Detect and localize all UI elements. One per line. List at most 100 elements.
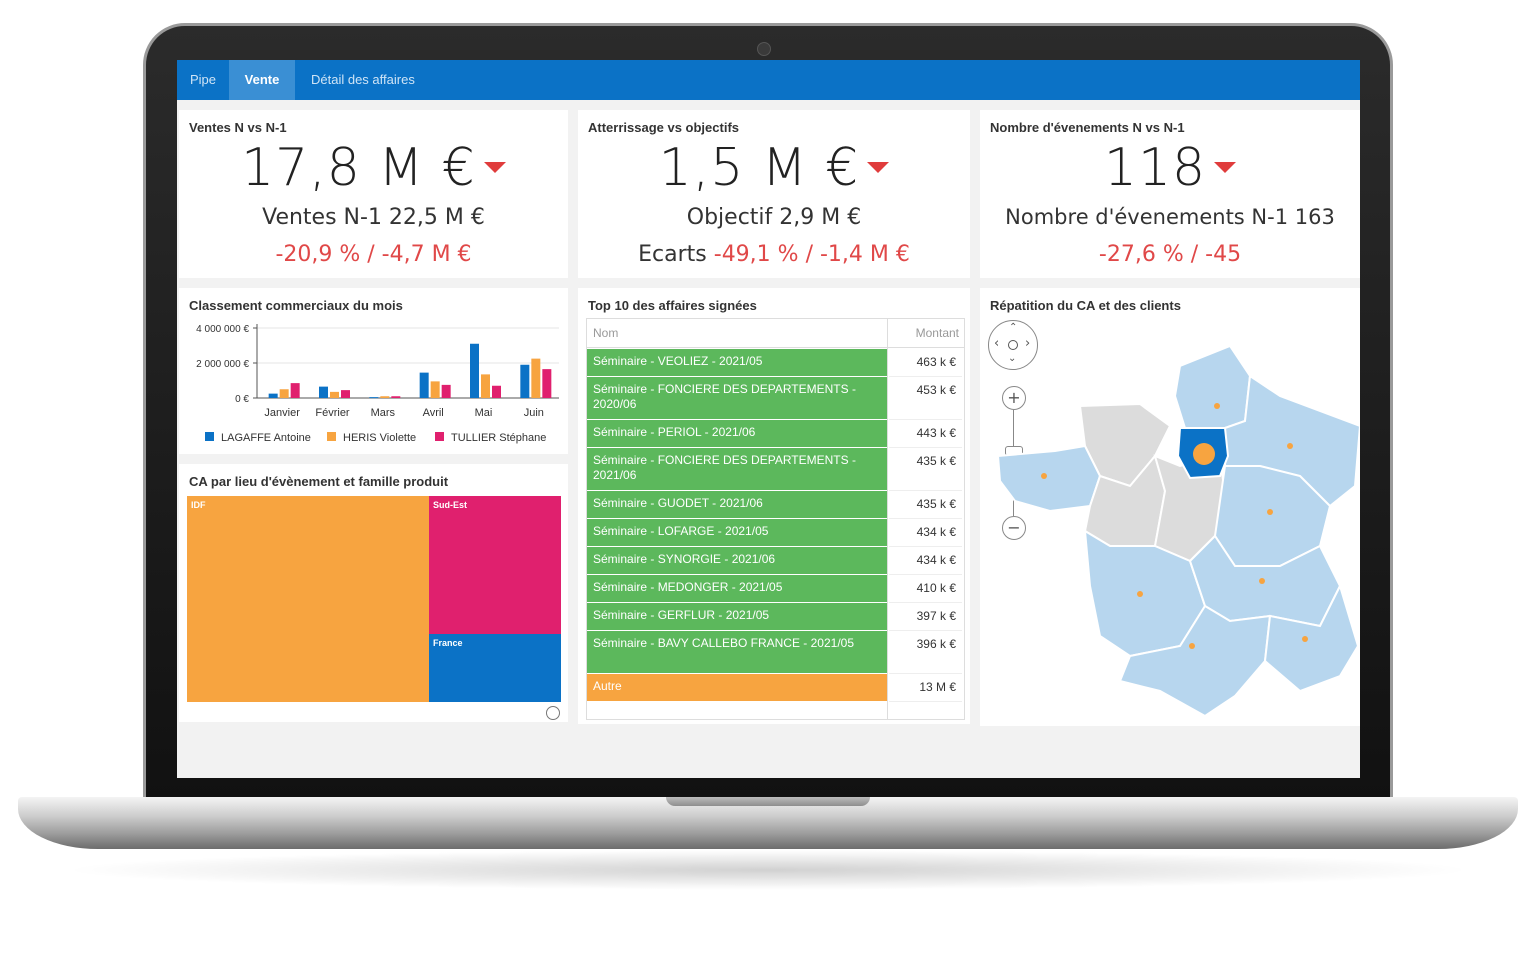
map-bubble[interactable]: [1137, 591, 1143, 597]
col-header-nom[interactable]: Nom: [593, 326, 619, 340]
kpi-ventes-title: Ventes N vs N-1: [189, 120, 287, 135]
column-divider: [887, 319, 888, 719]
x-tick-label: Février: [315, 407, 350, 419]
tab-vente[interactable]: Vente: [229, 60, 295, 100]
tab-pipe[interactable]: Pipe: [189, 72, 217, 87]
zoom-out-button[interactable]: −: [1002, 516, 1026, 540]
map-bubble[interactable]: [1267, 509, 1273, 515]
pan-up-icon[interactable]: ⌃: [1009, 322, 1018, 333]
row-separator: [889, 490, 962, 491]
kpi-atterrissage-sub: Objectif 2,9 M €: [686, 205, 862, 230]
caret-down-icon: [867, 161, 890, 173]
zoom-search-icon[interactable]: [546, 706, 560, 720]
pan-center-icon[interactable]: [1008, 340, 1018, 350]
row-name: Séminaire - SYNORGIE - 2021/06: [587, 547, 887, 574]
legend-swatch: [435, 432, 444, 441]
table-row[interactable]: Séminaire - LOFARGE - 2021/05 434 k €: [587, 519, 964, 547]
row-separator: [889, 376, 962, 377]
table-row[interactable]: Séminaire - BAVY CALLEBO FRANCE - 2021/0…: [587, 631, 964, 674]
bar: [341, 390, 350, 398]
map-bubble[interactable]: [1302, 636, 1308, 642]
kpi-atterrissage-panel: Atterrissage vs objectifs 1,5 M € Object…: [578, 110, 970, 278]
row-name: Séminaire - GUODET - 2021/06: [587, 491, 887, 518]
france-map[interactable]: [980, 316, 1360, 726]
kpi-ventes-value-row: 17,8 M €: [179, 138, 568, 198]
treemap-cell-sud-est[interactable]: Sud-Est: [429, 496, 561, 634]
bar: [520, 364, 530, 398]
bar: [391, 396, 401, 398]
dashboard-screen: Pipe Vente Détail des affaires Ventes N …: [177, 60, 1360, 778]
treemap-cell-idf[interactable]: IDF: [187, 496, 429, 702]
col-header-montant[interactable]: Montant: [915, 326, 959, 340]
map-region-paca[interactable]: [1263, 583, 1360, 693]
table-row[interactable]: Séminaire - FONCIERE DES DEPARTEMENTS - …: [587, 377, 964, 420]
x-tick-label: Juin: [524, 407, 544, 419]
bar: [492, 385, 501, 398]
row-amount: 13 M €: [919, 680, 956, 694]
laptop-shadow: [60, 850, 1476, 890]
pan-control[interactable]: ⌃ ‹ › ⌄: [988, 320, 1038, 370]
row-name: Autre: [587, 674, 887, 701]
table-row[interactable]: Séminaire - MEDONGER - 2021/05 410 k €: [587, 575, 964, 603]
row-amount: 434 k €: [916, 525, 956, 539]
treemap-title: CA par lieu d'évènement et famille produ…: [189, 474, 449, 489]
bar: [369, 397, 379, 399]
map-title: Répatition du CA et des clients: [990, 298, 1181, 313]
header-divider: [587, 347, 964, 348]
tab-detail-affaires[interactable]: Détail des affaires: [311, 72, 415, 87]
kpi-ventes-delta: -20,9 % / -4,7 M €: [275, 242, 472, 267]
pan-left-icon[interactable]: ‹: [994, 336, 1000, 351]
map-region-hauts-de-france[interactable]: [1173, 344, 1252, 429]
kpi-atterrissage-delta-row: Ecarts -49,1 % / -1,4 M €: [578, 242, 970, 267]
treemap-label-sud-est: Sud-Est: [433, 500, 468, 510]
bar: [470, 343, 479, 398]
row-separator: [889, 701, 962, 702]
bar: [319, 386, 328, 398]
top10-table: Nom Montant Séminaire - VEOLIEZ - 2021/0…: [586, 318, 965, 720]
row-separator: [889, 518, 962, 519]
row-separator: [889, 673, 962, 674]
zoom-in-button[interactable]: +: [1002, 386, 1026, 410]
bar: [330, 391, 339, 398]
kpi-ventes-value: 17,8 M €: [241, 138, 476, 198]
bar: [542, 369, 552, 398]
map-bubble-idf[interactable]: [1193, 443, 1215, 465]
map-bubble[interactable]: [1189, 643, 1195, 649]
treemap-label-idf: IDF: [191, 500, 206, 510]
row-amount: 463 k €: [916, 355, 956, 369]
map-panel: Répatition du CA et des clients ⌃ ‹ › ⌄ …: [980, 288, 1360, 726]
legend-swatch: [205, 432, 214, 441]
map-region-bretagne[interactable]: [996, 444, 1102, 513]
kpi-evenements-panel: Nombre d'évenements N vs N-1 118 Nombre …: [980, 110, 1360, 278]
table-row[interactable]: Séminaire - PERIOL - 2021/06 443 k €: [587, 420, 964, 448]
pan-down-icon[interactable]: ⌄: [1008, 353, 1017, 364]
treemap-label-france: France: [433, 638, 463, 648]
legend-label: HERIS Violette: [343, 432, 416, 444]
map-bubble[interactable]: [1041, 473, 1047, 479]
map-bubble[interactable]: [1214, 403, 1220, 409]
bar: [531, 358, 541, 398]
kpi-atterrissage-value: 1,5 M €: [658, 138, 860, 198]
ranking-panel: Classement commerciaux du mois 4 000 000…: [179, 288, 568, 454]
map-bubble[interactable]: [1287, 443, 1293, 449]
row-amount: 443 k €: [916, 426, 956, 440]
row-name: Séminaire - FONCIERE DES DEPARTEMENTS - …: [587, 377, 887, 419]
map-bubble[interactable]: [1259, 578, 1265, 584]
bar: [290, 383, 300, 398]
x-tick-label: Mai: [475, 407, 493, 419]
kpi-evenements-value: 118: [1103, 138, 1207, 198]
bar: [380, 396, 390, 398]
table-row[interactable]: Autre 13 M €: [587, 674, 964, 702]
bar: [279, 389, 289, 398]
row-name: Séminaire - MEDONGER - 2021/05: [587, 575, 887, 602]
bar: [430, 381, 440, 398]
treemap-cell-france[interactable]: France: [429, 634, 561, 702]
row-amount: 453 k €: [916, 383, 956, 397]
table-row[interactable]: Séminaire - VEOLIEZ - 2021/05 463 k €: [587, 349, 964, 377]
pan-right-icon[interactable]: ›: [1025, 336, 1031, 351]
bar: [419, 372, 429, 398]
table-row[interactable]: Séminaire - GUODET - 2021/06 435 k €: [587, 491, 964, 519]
table-row[interactable]: Séminaire - FONCIERE DES DEPARTEMENTS - …: [587, 448, 964, 491]
table-row[interactable]: Séminaire - GERFLUR - 2021/05 397 k €: [587, 603, 964, 631]
table-row[interactable]: Séminaire - SYNORGIE - 2021/06 434 k €: [587, 547, 964, 575]
